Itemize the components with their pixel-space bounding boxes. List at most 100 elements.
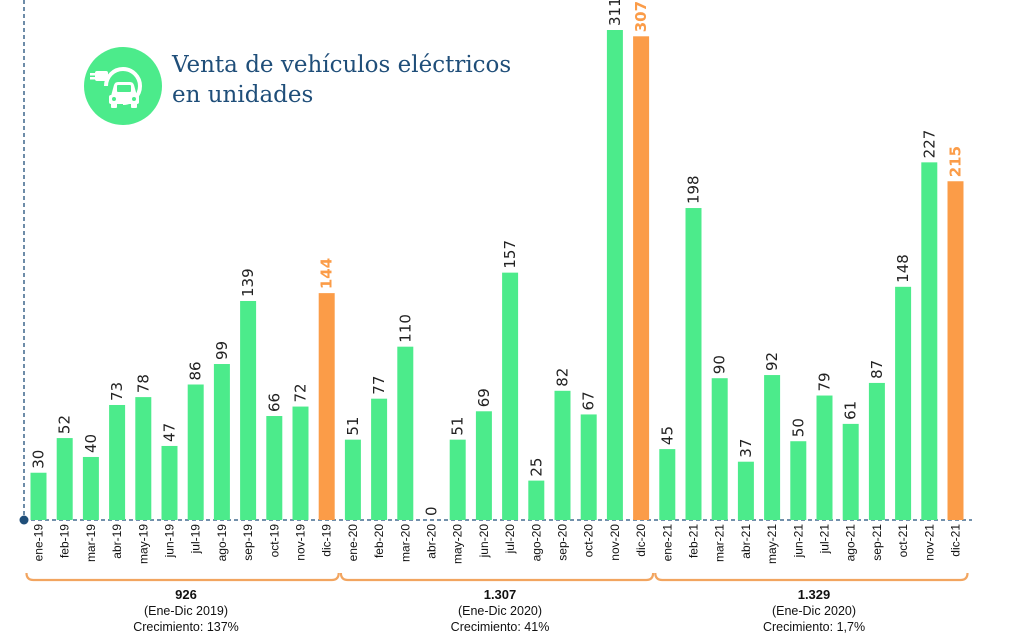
value-label-dic-21: 215: [947, 146, 965, 177]
bar-abr-21: [737, 461, 754, 520]
value-label-jul-20: 157: [501, 240, 519, 269]
tick-label-ene-21: ene-21: [660, 524, 674, 562]
tick-label-may-21: may-21: [765, 524, 779, 564]
tick-label-oct-21: oct-21: [896, 524, 910, 558]
value-label-mar-19: 40: [82, 434, 100, 453]
bar-sep-21: [868, 382, 885, 520]
tick-label-dic-20: dic-20: [634, 524, 648, 557]
tick-label-abr-19: abr-19: [110, 524, 124, 559]
value-label-oct-19: 66: [265, 393, 283, 412]
group-2019-total: 926: [175, 587, 197, 602]
group-2021-period: (Ene-Dic 2020): [771, 604, 857, 618]
value-label-jun-20: 69: [475, 388, 493, 407]
group-2021-summary: 1.329 (Ene-Dic 2020) Crecimiento: 1,7%: [704, 587, 924, 635]
value-label-nov-19: 72: [292, 383, 310, 402]
bar-jul-21: [816, 395, 833, 520]
tick-label-ago-21: ago-21: [844, 524, 858, 562]
value-label-ago-20: 25: [527, 458, 545, 477]
value-label-nov-21: 227: [920, 130, 938, 159]
bar-jul-19: [187, 384, 204, 520]
value-label-dic-20: 307: [632, 1, 650, 32]
tick-label-sep-21: sep-21: [870, 524, 884, 561]
tick-label-dic-21: dic-21: [949, 524, 963, 557]
group-2019-period: (Ene-Dic 2019): [143, 604, 229, 618]
chart-title: Venta de vehículos eléctricos en unidade…: [172, 50, 511, 110]
group-bracket-1: [25, 572, 340, 582]
group-2021-growth: Crecimiento: 1,7%: [762, 620, 866, 634]
value-label-ene-21: 45: [658, 426, 676, 445]
group-bracket-2: [339, 572, 655, 582]
bar-ene-21: [659, 449, 676, 520]
tick-label-mar-20: mar-20: [398, 524, 412, 562]
value-label-mar-20: 110: [396, 314, 414, 343]
tick-label-jun-21: jun-21: [791, 524, 805, 559]
bar-oct-20: [580, 414, 597, 520]
bar-oct-21: [895, 286, 912, 520]
value-label-may-21: 92: [763, 352, 781, 371]
value-label-may-20: 51: [449, 417, 467, 436]
value-label-nov-20: 311: [606, 0, 624, 26]
bar-mar-20: [397, 346, 414, 520]
value-label-ene-19: 30: [30, 450, 48, 469]
group-2020-total: 1.307: [483, 587, 517, 602]
tick-label-nov-20: nov-20: [608, 524, 622, 561]
value-label-sep-21: 87: [868, 360, 886, 379]
bar-abr-19: [109, 404, 126, 520]
tick-label-sep-20: sep-20: [556, 524, 570, 561]
tick-label-feb-21: feb-21: [687, 524, 701, 558]
tick-label-sep-19: sep-19: [241, 524, 255, 561]
tick-label-abr-21: abr-21: [739, 524, 753, 559]
value-label-feb-21: 198: [685, 175, 703, 204]
tick-label-may-20: may-20: [451, 524, 465, 564]
group-2019-growth: Crecimiento: 137%: [133, 620, 239, 634]
value-labels-layer: 30 52 40 73 78 47 86 99 139 66 72 144 51 77 110 0 51 69 15…: [30, 0, 965, 516]
ev-car-charging-icon: [84, 47, 162, 125]
bar-sep-20: [554, 390, 571, 520]
bar-feb-21: [685, 208, 702, 521]
bar-jul-20: [502, 272, 519, 520]
value-label-jul-21: 79: [816, 372, 834, 391]
group-2020-growth: Crecimiento: 41%: [450, 620, 550, 634]
group-2021-total: 1.329: [797, 587, 831, 602]
bar-jun-20: [475, 411, 492, 520]
value-label-jul-19: 86: [187, 361, 205, 380]
brackets-layer: [25, 572, 969, 582]
tick-label-mar-19: mar-19: [84, 524, 98, 562]
tick-label-ene-19: ene-19: [32, 524, 46, 562]
tick-label-nov-21: nov-21: [922, 524, 936, 561]
value-label-oct-21: 148: [894, 254, 912, 283]
bar-ene-19: [30, 472, 47, 520]
bar-nov-20: [606, 30, 623, 520]
tick-label-oct-19: oct-19: [267, 524, 281, 558]
bar-feb-19: [56, 438, 73, 520]
value-label-feb-20: 77: [370, 376, 388, 395]
value-label-abr-20: 0: [423, 506, 441, 516]
value-label-may-19: 78: [134, 374, 152, 393]
group-2019-summary: 926 (Ene-Dic 2019) Crecimiento: 137%: [76, 587, 296, 635]
bar-sep-19: [240, 300, 257, 520]
bar-nov-19: [292, 406, 309, 520]
bar-ago-20: [528, 480, 545, 520]
axis-origin-dot: [19, 515, 29, 525]
value-label-sep-20: 82: [554, 368, 572, 387]
bar-mar-21: [711, 378, 728, 520]
value-label-jun-19: 47: [161, 423, 179, 442]
bar-jun-19: [161, 445, 178, 520]
bar-nov-21: [921, 162, 938, 520]
bar-may-20: [449, 439, 466, 520]
tick-label-feb-20: feb-20: [372, 524, 386, 558]
bar-ago-21: [842, 423, 859, 520]
bar-dic-19: [318, 293, 335, 520]
chart-title-line-1: Venta de vehículos eléctricos: [172, 52, 512, 78]
tick-label-jul-19: jul-19: [189, 524, 203, 555]
value-label-abr-19: 73: [108, 382, 126, 401]
tick-label-jul-20: jul-20: [503, 524, 517, 555]
tick-label-jun-20: jun-20: [477, 524, 491, 559]
value-label-jun-21: 50: [789, 418, 807, 437]
bar-ago-19: [213, 364, 230, 520]
tick-label-jul-21: jul-21: [818, 524, 832, 555]
chart-title-line-2: en unidades: [172, 82, 314, 108]
tick-label-oct-20: oct-20: [582, 524, 596, 558]
bar-jun-21: [790, 441, 807, 520]
value-label-oct-20: 67: [580, 391, 598, 410]
